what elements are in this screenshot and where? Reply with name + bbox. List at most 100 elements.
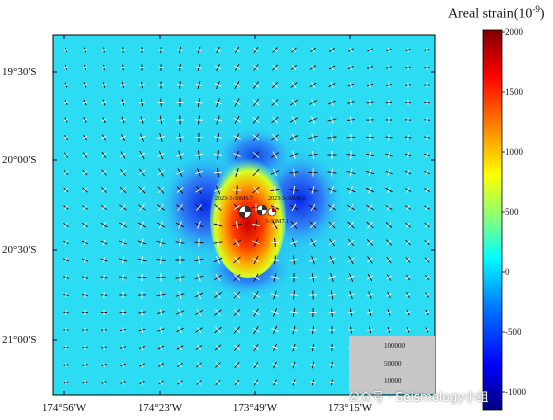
strain-axis-extension (309, 346, 317, 349)
strain-axis-extension (252, 275, 260, 280)
strain-axis-extension (407, 65, 409, 70)
strain-axis-extension (252, 99, 260, 106)
strain-axis-extension (195, 187, 203, 193)
strain-axis-extension (253, 65, 259, 70)
strain-axis-extension (102, 257, 106, 263)
strain-axis-extension (214, 100, 222, 105)
strain-axis-extension (157, 136, 165, 139)
strain-axis-extension (424, 293, 430, 297)
strain-axis-extension (234, 48, 240, 52)
strain-axis-extension (233, 82, 241, 88)
strain-axis-extension (386, 257, 392, 263)
strain-axis-extension (214, 118, 222, 122)
strain-axis-extension (311, 99, 315, 106)
strain-axis-extension (291, 363, 297, 367)
strain-axis-extension (368, 47, 372, 53)
strain-axis-extension (159, 238, 163, 247)
lon-label: 174°56'W (41, 402, 87, 414)
strain-axis-extension (84, 292, 86, 298)
strain-axis-extension (424, 328, 430, 332)
strain-axis-extension (159, 344, 163, 351)
strain-axis-extension (82, 135, 88, 140)
strain-axis-extension (406, 187, 410, 193)
strain-axis-extension (291, 64, 297, 71)
strain-axis-extension (350, 151, 352, 159)
strain-axis-extension (83, 257, 87, 263)
strain-axis-extension (367, 204, 373, 211)
strain-axis-extension (347, 311, 355, 314)
strain-axis-extension (178, 308, 182, 317)
strain-axis-extension (310, 381, 316, 384)
strain-axis-extension (122, 345, 124, 350)
strain-axis-extension (103, 380, 105, 385)
strain-axis-extension (252, 292, 260, 298)
strain-axis-extension (178, 362, 182, 368)
strain-axis-extension (252, 240, 260, 245)
colorbar (482, 29, 503, 411)
strain-axis-extension (195, 170, 203, 175)
strain-axis-extension (120, 152, 126, 158)
strain-axis-extension (386, 328, 392, 332)
colorbar-title: Areal strain(10-9) (448, 4, 545, 22)
strain-axis-extension (196, 326, 202, 334)
strain-axis-extension (387, 151, 391, 159)
strain-axis-extension (158, 221, 164, 229)
strain-axis-extension (120, 204, 126, 211)
strain-axis-extension (253, 363, 259, 367)
strain-axis-extension (84, 380, 86, 385)
strain-axis-extension (272, 134, 278, 141)
strain-axis-extension (178, 326, 182, 334)
strain-axis-extension (157, 187, 165, 193)
strain-axis-extension (101, 66, 107, 69)
strain-axis-extension (291, 47, 297, 53)
strain-axis-extension (195, 83, 203, 87)
strain-axis-extension (139, 101, 145, 104)
strain-axis-extension (291, 381, 297, 384)
strain-axis-extension (426, 48, 428, 52)
strain-axis-extension (233, 117, 241, 123)
strain-axis-extension (330, 99, 334, 106)
strain-axis-extension (83, 222, 87, 228)
strain-axis-extension (233, 153, 241, 157)
watermark: 公众号 · Seismology小组 (348, 390, 489, 404)
strain-axis-extension (141, 309, 143, 316)
strain-axis-extension (233, 291, 241, 299)
strain-axis-extension (215, 273, 221, 282)
strain-axis-extension (121, 362, 125, 368)
strain-axis-extension (424, 258, 430, 262)
strain-axis-extension (328, 221, 336, 229)
strain-axis-extension (349, 64, 353, 71)
strain-axis-extension (140, 380, 144, 385)
strain-axis-extension (328, 311, 336, 314)
strain-axis-extension (233, 274, 241, 281)
strain-axis-extension (271, 276, 279, 279)
strain-axis-extension (215, 380, 221, 385)
strain-axis-extension (197, 221, 201, 229)
strain-axis-extension (272, 82, 278, 88)
strain-axis-extension (309, 221, 317, 229)
strain-axis-extension (272, 151, 278, 159)
strain-axis-extension (349, 47, 353, 53)
strain-axis-extension (271, 293, 279, 297)
strain-axis-extension (252, 134, 260, 141)
strain-axis-extension (177, 49, 183, 51)
strain-axis-extension (234, 362, 240, 368)
strain-axis-extension (64, 222, 68, 228)
strain-axis-extension (252, 345, 260, 350)
strain-axis-extension (270, 241, 280, 244)
strain-axis-extension (215, 362, 221, 368)
strain-axis-extension (159, 326, 163, 334)
strain-axis-extension (157, 118, 165, 122)
strain-axis-extension (159, 380, 163, 385)
strain-axis-extension (120, 187, 126, 193)
strain-axis-extension (120, 66, 126, 69)
strain-axis-extension (138, 169, 146, 176)
strain-axis-extension (425, 187, 429, 193)
strain-axis-extension (271, 99, 279, 106)
lat-label: 19°30'S (2, 66, 37, 78)
strain-axis-extension (84, 274, 86, 281)
strain-axis-extension (272, 65, 278, 70)
strain-axis-extension (347, 275, 355, 280)
strain-axis-extension (405, 293, 411, 297)
strain-axis-extension (386, 204, 392, 211)
